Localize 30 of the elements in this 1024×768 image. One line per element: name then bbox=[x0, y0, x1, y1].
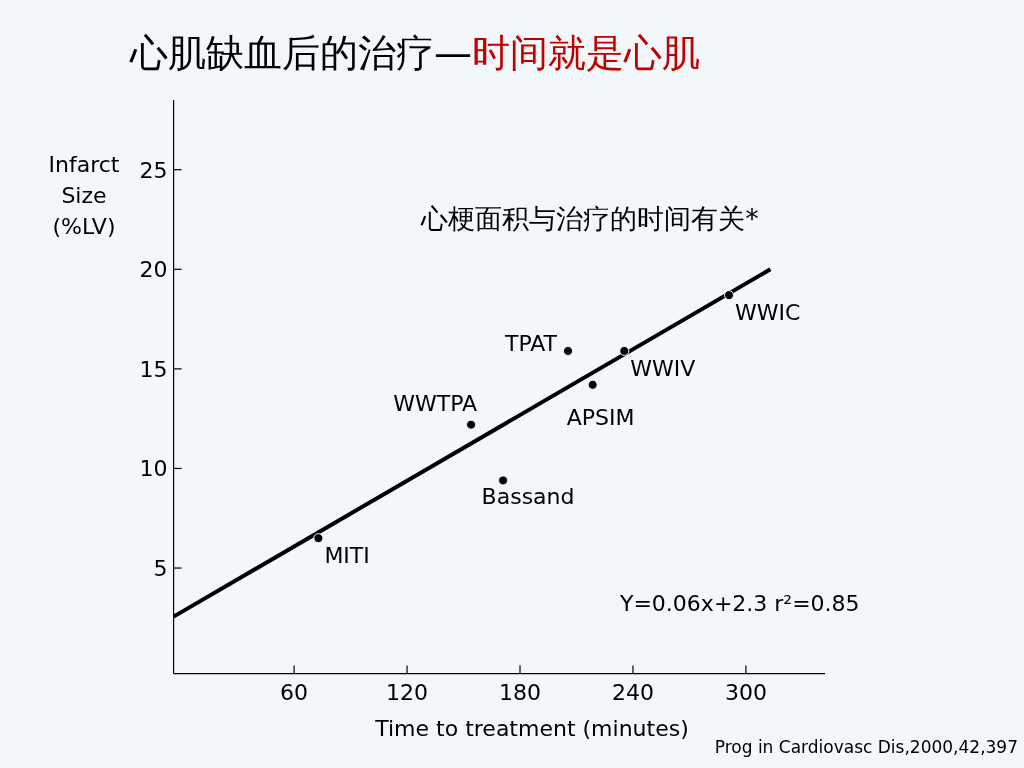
point bbox=[466, 419, 477, 430]
x-tick: 60 bbox=[280, 680, 309, 705]
x-label: Time to treatment (minutes) bbox=[375, 716, 689, 741]
y-label: Infarct Size (%LV) bbox=[48, 152, 120, 239]
annotation: MITI bbox=[324, 543, 370, 569]
title: 心肌缺血后的治疗—时间就是心肌 bbox=[130, 31, 700, 75]
annotation: WWTPA bbox=[393, 390, 478, 416]
point bbox=[619, 345, 630, 356]
annotation: WWIV bbox=[630, 355, 696, 381]
point bbox=[563, 345, 574, 356]
y-tick: 25 bbox=[139, 157, 168, 183]
x-tick: 180 bbox=[499, 680, 541, 705]
y-tick: 15 bbox=[139, 356, 168, 382]
x-tick: 120 bbox=[386, 680, 429, 705]
point bbox=[723, 290, 734, 301]
y-tick: 5 bbox=[153, 556, 168, 582]
point bbox=[313, 533, 324, 544]
annotation: WWIC bbox=[735, 300, 801, 326]
y-tick: 10 bbox=[139, 456, 168, 482]
x-tick: 300 bbox=[724, 680, 767, 705]
annotation: Bassand bbox=[481, 484, 575, 510]
point bbox=[498, 475, 509, 486]
annotation: APSIM bbox=[566, 404, 635, 430]
annotation: TPAT bbox=[504, 330, 557, 356]
annotation: Y=0.06x+2.3 r²=0.85 bbox=[620, 591, 860, 616]
point bbox=[587, 379, 598, 390]
annotation: Prog in Cardiovasc Dis,2000,42,397 bbox=[714, 737, 1018, 757]
y-tick: 20 bbox=[139, 257, 168, 283]
subtitle: 心梗面积与治疗的时间有关* bbox=[421, 203, 759, 234]
x-tick: 240 bbox=[611, 680, 654, 705]
